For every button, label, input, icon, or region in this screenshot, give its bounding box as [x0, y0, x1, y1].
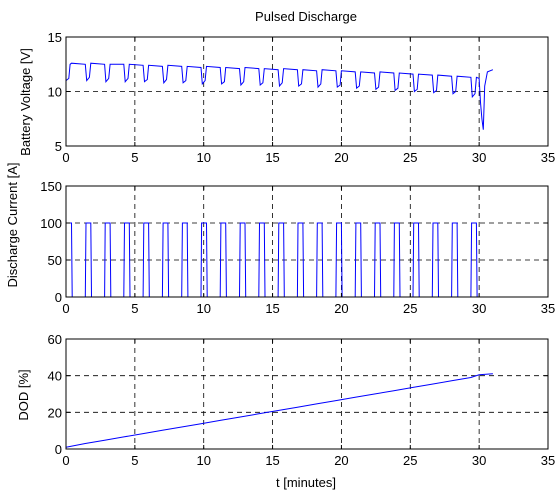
y-tick-label: 40 [48, 369, 62, 384]
x-tick-label: 10 [196, 453, 210, 468]
x-tick-label: 25 [403, 453, 417, 468]
x-tick-label: 0 [62, 150, 69, 165]
subplot-dod: DOD [%] 0 5 10 15 20 25 30 35 0 20 40 60 [16, 332, 555, 468]
x-tick-label: 15 [265, 453, 279, 468]
x-tick-label: 25 [403, 150, 417, 165]
x-axis-label: t [minutes] [276, 475, 336, 490]
y-tick-label: 60 [48, 332, 62, 347]
y-tick-label: 5 [55, 139, 62, 154]
x-tick-label: 5 [131, 301, 138, 316]
y-tick-label: 20 [48, 405, 62, 420]
plot-area [66, 339, 548, 449]
x-tick-label: 0 [62, 301, 69, 316]
subplot-current: Discharge Current [A] 0 5 10 15 20 25 30 35 0 50 1… [5, 163, 555, 317]
x-tick-label: 10 [196, 301, 210, 316]
axes-frame [65, 185, 549, 298]
x-tick-label: 30 [472, 453, 486, 468]
y-tick-label: 15 [48, 30, 62, 45]
y-axis-label-current: Discharge Current [A] [5, 163, 20, 288]
y-tick-label: 0 [55, 290, 62, 305]
x-tick-label: 35 [541, 453, 555, 468]
x-tick-label: 5 [131, 150, 138, 165]
x-tick-label: 5 [131, 453, 138, 468]
x-tick-label: 15 [265, 150, 279, 165]
series-line-voltage [65, 62, 494, 130]
x-tick-label: 35 [541, 301, 555, 316]
y-axis-label-voltage: Battery Voltage [V] [18, 48, 33, 156]
x-tick-label: 20 [334, 453, 348, 468]
axes-frame [65, 338, 549, 450]
y-tick-label: 150 [40, 179, 62, 194]
x-tick-label: 20 [334, 150, 348, 165]
y-tick-label: 50 [48, 253, 62, 268]
plot-area [66, 186, 548, 297]
x-tick-label: 30 [472, 301, 486, 316]
y-tick-label: 0 [55, 442, 62, 457]
y-tick-label: 10 [48, 85, 62, 100]
y-tick-label: 100 [40, 216, 62, 231]
x-tick-label: 10 [196, 150, 210, 165]
y-axis-label-dod: DOD [%] [16, 369, 31, 420]
x-tick-label: 35 [541, 150, 555, 165]
x-tick-label: 30 [472, 150, 486, 165]
x-tick-label: 15 [265, 301, 279, 316]
x-tick-label: 25 [403, 301, 417, 316]
figure-title: Pulsed Discharge [255, 9, 357, 24]
x-tick-label: 20 [334, 301, 348, 316]
series-line-dod [65, 373, 493, 448]
x-tick-label: 0 [62, 453, 69, 468]
plot-area [66, 37, 548, 146]
